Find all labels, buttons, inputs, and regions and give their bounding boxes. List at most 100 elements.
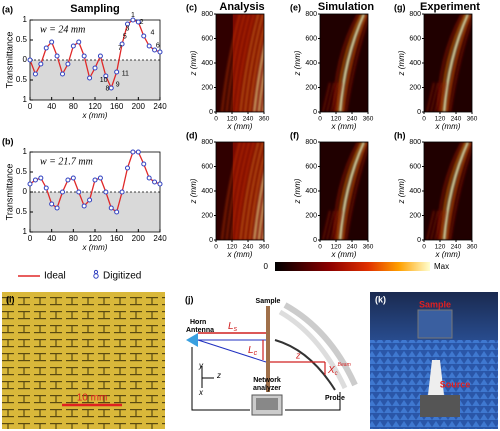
panel-label: (b) <box>2 136 14 146</box>
colorbar <box>275 262 430 271</box>
x-tick-label: 360 <box>259 116 270 123</box>
x-tick-label: 360 <box>363 116 374 123</box>
y-tick-label: 0 <box>209 109 213 116</box>
digitized-point <box>108 85 114 91</box>
y-tick-label: 0.5 <box>16 207 28 216</box>
digitized-point <box>27 57 33 63</box>
digitized-point <box>125 21 130 27</box>
digitized-point <box>108 205 114 211</box>
panel-label: (k) <box>375 294 386 304</box>
point-label: 2 <box>140 19 144 26</box>
x-tick-label: 80 <box>69 102 78 111</box>
digitized-point <box>130 149 136 155</box>
y-tick-label: 0 <box>417 237 421 244</box>
lc-label: Lc <box>248 345 258 357</box>
side-lobe <box>334 210 343 240</box>
y-tick-label: 200 <box>409 84 421 91</box>
point-label: 7 <box>118 45 122 52</box>
beam <box>437 14 463 112</box>
digitized-point <box>60 189 65 195</box>
x-tick-label: 120 <box>331 116 342 123</box>
heatmap <box>424 14 472 112</box>
x-tick-label: 120 <box>435 244 446 251</box>
point-label: 4 <box>150 30 154 37</box>
side-lobe <box>326 210 335 240</box>
y-tick-label: 200 <box>305 212 317 219</box>
axis-x: x <box>198 388 204 397</box>
fringe <box>239 14 259 112</box>
heatmap <box>216 142 264 240</box>
digitized-point <box>81 203 87 209</box>
x-tick-label: 360 <box>363 244 374 251</box>
fringe <box>235 142 255 240</box>
x-tick-label: 240 <box>451 116 462 123</box>
beam <box>446 14 472 112</box>
y-tick-label: 800 <box>305 11 317 18</box>
y-tick-label: 0 <box>209 237 213 244</box>
x-tick-label: 120 <box>227 244 238 251</box>
y-axis-label: Transmittance <box>4 32 14 89</box>
sample-label: Sample <box>419 299 451 309</box>
x-axis-label: x (mm) <box>331 250 357 259</box>
x-tick-label: 0 <box>318 116 322 123</box>
digitized-point <box>43 185 49 191</box>
panel-title: Simulation <box>318 1 375 13</box>
x-tick-label: 240 <box>347 116 358 123</box>
x-tick-label: 120 <box>331 244 342 251</box>
y-axis-label: z (mm) <box>189 178 198 204</box>
digitized-point <box>32 71 38 77</box>
y-tick-label: 1 <box>23 227 28 236</box>
point-label: 10 <box>100 77 108 84</box>
fringe <box>262 228 264 240</box>
digitized-point <box>146 175 152 181</box>
digitized-point <box>87 75 93 81</box>
fringe <box>262 100 264 112</box>
x-tick-label: 160 <box>110 102 124 111</box>
digitized-point <box>97 175 103 181</box>
y-tick-label: 800 <box>201 11 213 18</box>
heatmap <box>424 142 472 240</box>
x-tick-label: 360 <box>259 244 270 251</box>
y-axis-label: z (mm) <box>397 178 406 204</box>
beam <box>446 142 472 240</box>
sample-label: Sample <box>256 298 281 305</box>
fringe <box>258 197 264 240</box>
beam <box>342 14 368 112</box>
x-tick-label: 200 <box>132 234 146 243</box>
digitized-point <box>87 197 93 203</box>
z-label: z <box>295 350 301 360</box>
y-tick-label: 800 <box>305 139 317 146</box>
side-lobe <box>330 210 339 240</box>
point-label: 5 <box>123 34 127 41</box>
x-axis-label: x (mm) <box>227 122 253 131</box>
negative-region <box>30 192 160 232</box>
y-axis-label: z (mm) <box>293 178 302 204</box>
fringe <box>230 14 250 112</box>
x-tick-label: 120 <box>227 116 238 123</box>
digitized-point <box>70 175 76 181</box>
heatmap <box>320 14 368 112</box>
x-tick-label: 360 <box>467 116 478 123</box>
beam <box>338 142 366 240</box>
fringe <box>226 142 246 240</box>
x-axis-label: x (mm) <box>435 122 461 131</box>
heatmap <box>320 142 368 240</box>
fringe <box>253 44 264 112</box>
axis-y: y <box>198 361 204 370</box>
beam <box>342 142 368 240</box>
sample-holder <box>417 309 453 339</box>
legend-label: Ideal <box>44 271 66 282</box>
y-tick-label: 0.5 <box>16 75 28 84</box>
colorbar-max: Max <box>434 262 449 271</box>
side-lobe <box>426 210 435 240</box>
side-lobe <box>438 82 447 112</box>
digitized-point <box>141 161 147 167</box>
beam <box>338 14 366 112</box>
side-lobe <box>438 210 447 240</box>
legend-label: Digitized <box>103 271 141 282</box>
x-tick-label: 0 <box>28 234 33 243</box>
digitized-point <box>65 61 71 67</box>
digitized-point <box>49 201 55 207</box>
digitized-point <box>38 175 44 181</box>
beam <box>442 142 470 240</box>
